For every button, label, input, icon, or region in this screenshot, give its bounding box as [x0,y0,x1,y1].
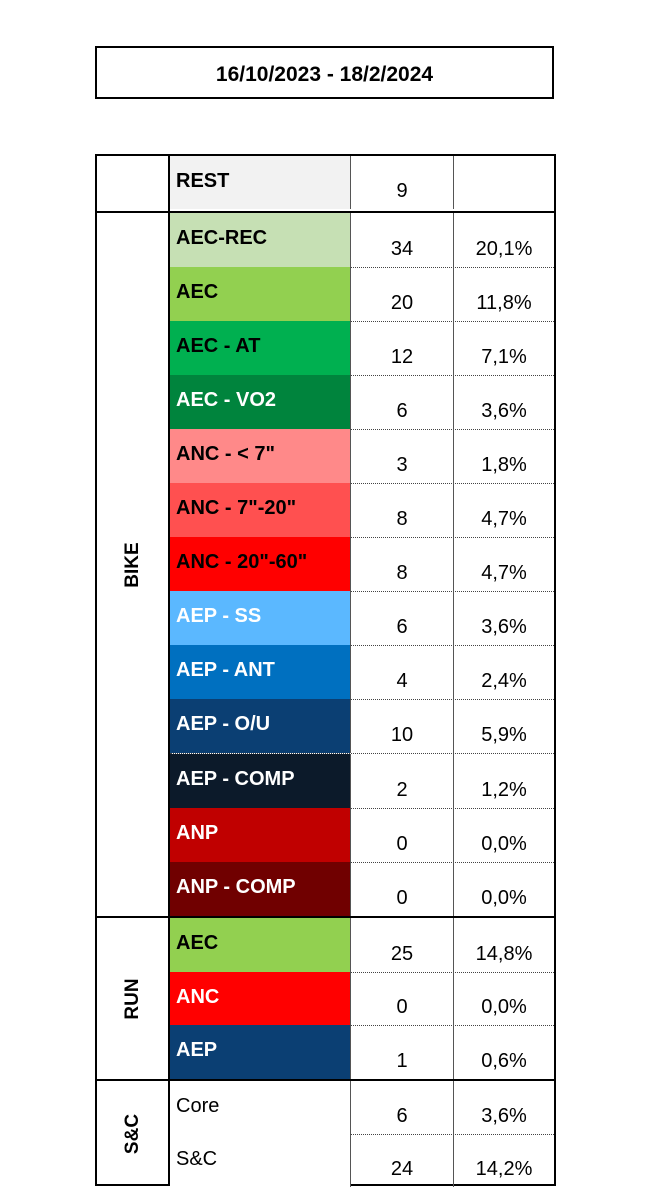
zone-count: 6 [351,591,454,646]
table-row-bike-anp: ANP 0 0,0% [170,807,554,863]
table-row-bike-aec-rec: AEC-REC 34 20,1% [170,213,554,269]
zone-percentage: 1,2% [481,778,527,801]
date-range-header: 16/10/2023 - 18/2/2024 [95,46,554,99]
group-label-text: RUN [121,977,143,1020]
zone-percentage: 3,6% [481,616,527,639]
zone-percentage: 14,2% [475,1158,533,1180]
zone-count: 12 [351,321,454,376]
zone-name: S&C [170,1134,351,1187]
zone-percentage: 7,1% [481,346,527,369]
zone-percentage [454,156,554,209]
zone-count: 0 [351,861,454,916]
zone-percentage: 3,6% [481,1105,527,1127]
group-label-text: S&C [121,1113,143,1154]
zone-name: AEC - VO2 [170,375,351,430]
zone-name: AEP [170,1025,351,1080]
group-bike: BIKE AEC-REC 34 20,1% AEC 20 11,8% AEC - AT 12 7,… [97,211,554,916]
table-row-bike-aep-ant: AEP - ANT 4 2,4% [170,645,554,701]
zone-percentage: 4,7% [481,508,527,531]
group-rest: REST 9 [97,156,554,211]
table-row-bike-aec: AEC 20 11,8% [170,267,554,323]
zone-percentage: 3,6% [481,400,527,423]
zone-name: AEP - ANT [170,645,351,700]
zone-count: 2 [351,753,454,808]
table-row-bike-aep-o-u: AEP - O/U 10 5,9% [170,699,554,755]
training-distribution-table: REST 9 BIKE AEC-REC 34 20,1% AEC 20 11,8% AEC - … [95,154,556,1187]
zone-name: AEP - SS [170,591,351,646]
zone-name: AEP - O/U [170,699,351,754]
zone-name: ANC - < 7" [170,429,351,484]
table-row-bike-aep-ss: AEP - SS 6 3,6% [170,591,554,647]
zone-percentage: 0,0% [481,886,527,909]
zone-count: 8 [351,537,454,592]
zone-count: 6 [351,1081,454,1134]
table-row-run-aec: AEC 25 14,8% [170,918,554,973]
zone-name: ANP [170,807,351,862]
zone-name: ANC [170,971,351,1026]
zone-name: AEC-REC [170,213,351,268]
zone-count: 1 [351,1025,454,1080]
zone-count: 20 [351,267,454,322]
zone-count: 24 [351,1134,454,1187]
zone-percentage: 14,8% [475,942,533,965]
zone-count: 4 [351,645,454,700]
zone-percentage: 0,0% [481,996,527,1019]
zone-percentage: 11,8% [476,292,532,315]
zone-count: 9 [351,156,454,209]
zone-name: Core [170,1081,351,1134]
zone-percentage: 2,4% [481,670,527,693]
zone-name: REST [170,156,351,209]
zone-count: 3 [351,429,454,484]
group-label-bike: BIKE [97,213,170,916]
table-row-bike-aep-comp: AEP - COMP 2 1,2% [170,753,554,809]
zone-name: AEP - COMP [170,753,351,808]
table-row-bike-aec-at: AEC - AT 12 7,1% [170,321,554,377]
table-row-bike-aec-vo2: AEC - VO2 6 3,6% [170,375,554,431]
table-row-bike-anc-7: ANC - < 7" 3 1,8% [170,429,554,485]
zone-name: AEC [170,267,351,322]
table-row-run-aep: AEP 1 0,6% [170,1025,554,1080]
group-sc: S&C Core 6 3,6% S&C 24 14,2% [97,1079,554,1187]
group-label-sc: S&C [97,1081,170,1186]
group-run: RUN AEC 25 14,8% ANC 0 0,0% AEP 1 0,6% [97,916,554,1080]
zone-percentage: 5,9% [481,724,527,747]
zone-name: AEC [170,918,351,972]
table-row-rest-rest: REST 9 [170,156,554,209]
table-row-bike-anc-20-60: ANC - 20"-60" 8 4,7% [170,537,554,593]
table-row-sc-core: Core 6 3,6% [170,1081,554,1135]
zone-name: ANC - 7"-20" [170,483,351,538]
group-label-rest [97,156,170,211]
zone-percentage: 4,7% [481,562,527,585]
table-row-bike-anc-7-20: ANC - 7"-20" 8 4,7% [170,483,554,539]
group-label-text: BIKE [121,541,143,588]
zone-percentage: 0,6% [481,1050,527,1073]
zone-count: 0 [351,971,454,1026]
table-row-bike-anp-comp: ANP - COMP 0 0,0% [170,861,554,916]
group-label-run: RUN [97,918,170,1079]
zone-name: AEC - AT [170,321,351,376]
zone-percentage: 0,0% [481,832,527,855]
table-row-run-anc: ANC 0 0,0% [170,971,554,1027]
zone-percentage: 1,8% [481,454,527,477]
zone-percentage: 20,1% [475,238,533,261]
zone-count: 8 [351,483,454,538]
table-row-sc-s-c: S&C 24 14,2% [170,1134,554,1187]
zone-count: 0 [351,807,454,862]
zone-count: 25 [351,918,454,972]
zone-count: 10 [351,699,454,754]
zone-name: ANC - 20"-60" [170,537,351,592]
zone-count: 34 [351,213,454,268]
zone-count: 6 [351,375,454,430]
zone-name: ANP - COMP [170,861,351,916]
